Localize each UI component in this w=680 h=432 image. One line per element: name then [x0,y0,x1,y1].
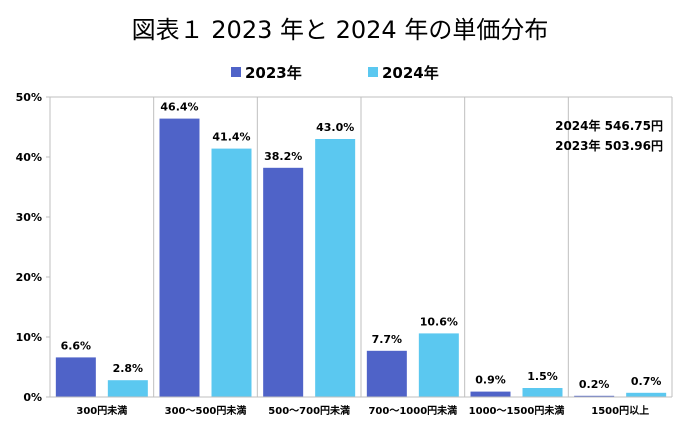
data-label: 0.2% [579,378,610,391]
legend: 2023年 2024年 [231,64,439,82]
annotation-2023-average: 2023年 503.96円 [555,138,663,153]
data-label: 1.5% [527,370,558,383]
annotation-box: 2024年 546.75円 2023年 503.96円 [555,118,663,153]
bar-2023年 [366,350,407,397]
bar-2023年 [263,167,304,397]
x-tick-label: 300～500円未満 [165,404,247,417]
bar-2024年 [522,388,563,397]
data-label: 41.4% [212,131,250,144]
legend-label-2024: 2024年 [382,64,439,82]
x-tick-label: 700～1000円未満 [368,404,457,417]
legend-swatch-2023 [231,67,241,77]
data-label: 10.6% [420,315,458,328]
bar-2024年 [626,392,667,397]
y-tick-label: 30% [16,211,42,224]
x-tick-label: 1000～1500円未満 [469,404,565,417]
bar-2024年 [418,333,459,397]
legend-label-2023: 2023年 [245,64,302,82]
data-label: 0.7% [631,375,662,388]
x-tick-label: 300円未満 [76,404,127,417]
y-tick-label: 0% [23,391,42,404]
y-tick-label: 10% [16,331,42,344]
bar-2023年 [159,118,200,397]
y-tick-label: 50% [16,91,42,104]
chart-title: 図表１ 2023 年と 2024 年の単価分布 [132,16,549,44]
x-tick-label: 1500円以上 [591,404,649,417]
bar-2024年 [107,380,148,397]
x-tick-label: 500～700円未満 [268,404,350,417]
bar-2024年 [211,148,252,397]
bar-2023年 [55,357,96,397]
legend-swatch-2024 [368,67,378,77]
y-tick-label: 40% [16,151,42,164]
annotation-2024-average: 2024年 546.75円 [555,118,663,133]
bar-2024年 [315,139,356,397]
data-label: 6.6% [61,339,92,352]
data-label: 43.0% [316,121,354,134]
bar-2023年 [470,391,511,397]
data-label: 46.4% [160,101,198,114]
data-label: 0.9% [475,374,506,387]
data-label: 7.7% [372,333,403,346]
y-tick-label: 20% [16,271,42,284]
data-label: 38.2% [264,150,302,163]
data-label: 2.8% [113,362,144,375]
plot-area: 0% 10% 20% 30% 40% 50% 6.6% 2.8% 300円未満 46.4% 41.4… [16,91,673,417]
bar-2023年 [574,395,615,397]
